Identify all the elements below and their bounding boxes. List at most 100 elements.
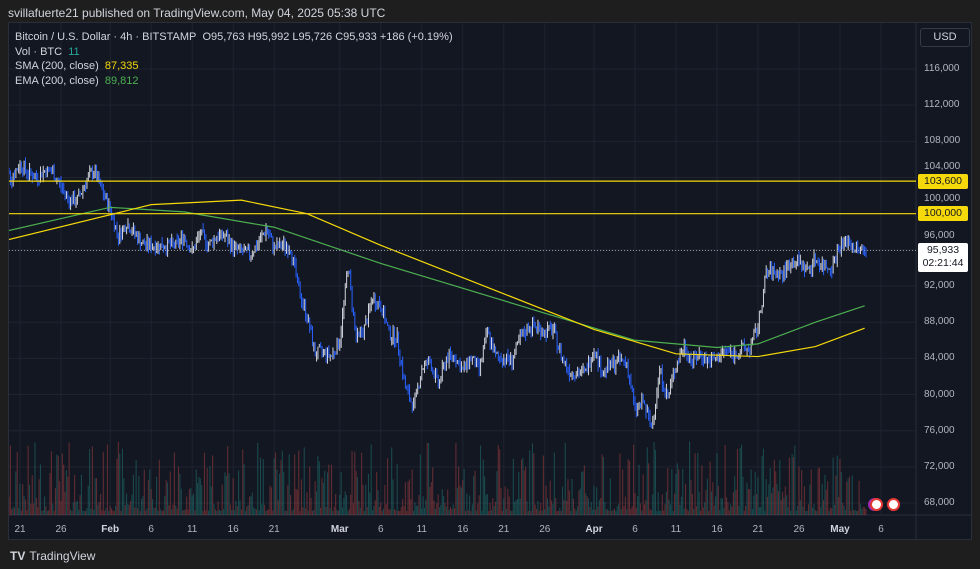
volume-bar <box>575 510 577 515</box>
volume-bar <box>643 504 646 515</box>
volume-bar <box>268 509 270 515</box>
volume-bar <box>649 509 651 515</box>
volume-bar <box>254 508 256 515</box>
volume-bar <box>359 507 361 515</box>
time-tick: 21 <box>498 524 510 535</box>
volume-bar <box>589 507 591 515</box>
volume-bar <box>135 460 137 515</box>
us-flag-event-icon[interactable] <box>887 498 900 511</box>
volume-bar <box>486 493 488 515</box>
volume-bar <box>141 498 143 515</box>
volume-bar <box>265 510 267 515</box>
candles <box>9 157 867 429</box>
chart-panel[interactable] <box>8 22 972 540</box>
volume-bar <box>710 491 713 515</box>
volume-bar <box>674 493 676 515</box>
volume-bar <box>421 508 423 515</box>
volume-bar <box>701 465 703 515</box>
volume-bar <box>113 510 115 515</box>
volume-bar <box>861 508 863 515</box>
volume-bar <box>656 510 658 515</box>
volume-bar <box>645 500 647 515</box>
volume-bar <box>795 510 797 515</box>
volume-bar <box>42 509 44 515</box>
volume-bar <box>233 510 236 515</box>
volume-bar <box>526 501 528 515</box>
volume-bar <box>63 464 65 515</box>
volume-bar <box>396 464 398 515</box>
volume-bar <box>31 475 33 515</box>
bar-countdown: 02:21:44 <box>922 257 964 270</box>
volume-bar <box>697 452 699 515</box>
volume-bar <box>444 503 446 515</box>
volume-bar <box>311 510 313 515</box>
us-flag-event-icon[interactable] <box>870 498 883 511</box>
volume-bar <box>631 506 633 515</box>
volume-bar <box>784 486 786 515</box>
volume-bar <box>855 510 857 515</box>
volume-bar <box>281 450 283 515</box>
volume-bar <box>829 507 831 515</box>
volume-bar <box>149 469 151 515</box>
tradingview-logo[interactable]: TV TradingView <box>10 549 95 563</box>
ema-label[interactable]: EMA (200, close) <box>15 74 99 87</box>
current-price-tag: 95,933 02:21:44 <box>918 243 968 273</box>
volume-bar <box>266 509 268 515</box>
volume-bar <box>854 509 856 515</box>
volume-bar <box>374 500 376 515</box>
volume-bar <box>272 510 274 515</box>
volume-bar <box>71 510 73 515</box>
volume-bar <box>176 508 178 515</box>
volume-bar <box>429 486 431 515</box>
volume-bar <box>820 506 822 515</box>
volume-bar <box>577 506 579 515</box>
volume-bar <box>495 501 497 515</box>
volume-bar <box>175 505 177 515</box>
volume-bar <box>619 453 621 515</box>
volume-bar <box>574 508 576 515</box>
volume-bar <box>227 445 229 515</box>
volume-bar <box>705 489 707 515</box>
volume-bar <box>794 445 796 515</box>
volume-bar <box>400 507 402 515</box>
volume-bar <box>749 489 751 515</box>
volume-bar <box>567 479 569 515</box>
volume-bar <box>4 458 5 515</box>
volume-bar <box>451 509 453 515</box>
volume-bar <box>276 469 278 515</box>
volume-bar <box>790 510 792 515</box>
volume-bar <box>581 471 583 515</box>
volume-label[interactable]: Vol · BTC <box>15 45 63 58</box>
volume-bar <box>536 509 538 515</box>
volume-bar <box>510 510 512 515</box>
currency-button[interactable]: USD <box>920 28 970 47</box>
volume-bar <box>120 510 122 515</box>
volume-bar <box>618 503 620 515</box>
volume-bar <box>709 461 711 515</box>
volume-bar <box>115 505 117 515</box>
volume-bar <box>194 510 196 515</box>
volume-bar <box>44 496 46 515</box>
volume-bar <box>346 494 348 515</box>
volume-bar <box>746 482 748 515</box>
volume-bar <box>205 510 207 515</box>
volume-bar <box>787 507 789 515</box>
volume-bar <box>68 442 70 515</box>
volume-bar <box>130 501 132 515</box>
price-tick: 92,000 <box>924 280 955 292</box>
sma-label[interactable]: SMA (200, close) <box>15 60 99 72</box>
volume-bar <box>9 445 11 515</box>
volume-bar <box>172 504 174 515</box>
volume-bar <box>773 459 775 515</box>
volume-bar <box>782 491 784 515</box>
volume-bar <box>261 504 263 515</box>
volume-bar <box>262 458 264 515</box>
volume-bar <box>407 481 409 515</box>
volume-bar <box>65 470 67 515</box>
volume-bar <box>680 496 682 515</box>
symbol-label[interactable]: Bitcoin / U.S. Dollar · 4h · BITSTAMP <box>15 31 197 43</box>
volume-bar <box>399 510 401 515</box>
volume-bar <box>721 498 723 515</box>
volume-bar <box>769 467 771 515</box>
